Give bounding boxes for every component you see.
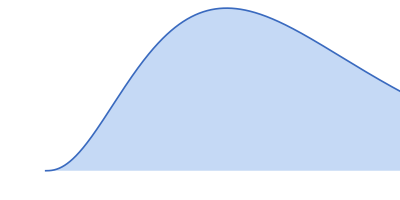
Polygon shape (46, 8, 400, 171)
